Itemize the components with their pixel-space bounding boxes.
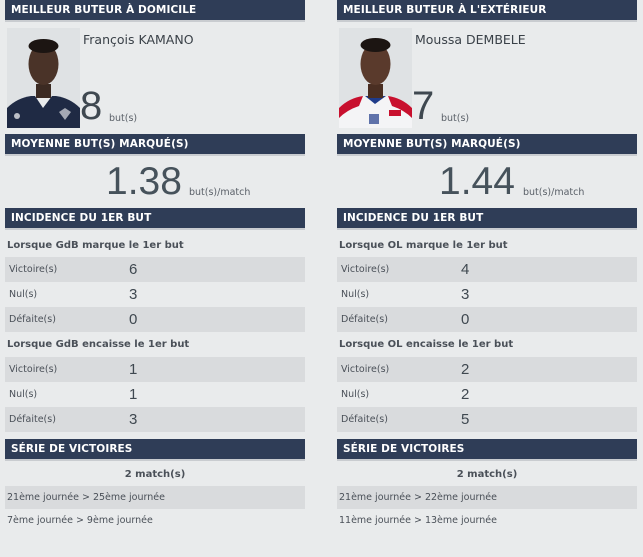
home-avg-header: MOYENNE BUT(S) MARQUÉ(S)	[5, 134, 305, 156]
table-row: Défaite(s) 0	[337, 307, 637, 332]
away-goals-value: 7	[412, 84, 435, 128]
row-value: 6	[129, 261, 138, 278]
away-top-scorer-header: MEILLEUR BUTEUR À L'EXTÉRIEUR	[337, 0, 637, 22]
row-label: Victoire(s)	[341, 364, 390, 375]
table-row: Victoire(s) 2	[337, 357, 637, 382]
row-value: 1	[129, 361, 138, 378]
table-row: Nul(s) 1	[5, 382, 305, 407]
row-value: 2	[461, 386, 470, 403]
away-team-column: MEILLEUR BUTEUR À L'EXTÉRIEUR Moussa DEM…	[337, 0, 637, 532]
home-goals-value: 8	[80, 84, 103, 128]
home-concedes-first-label: Lorsque GdB encaisse le 1er but	[7, 339, 190, 350]
home-top-scorer-header: MEILLEUR BUTEUR À DOMICILE	[5, 0, 305, 22]
away-series-header: SÉRIE DE VICTOIRES	[337, 439, 637, 461]
row-label: Défaite(s)	[341, 414, 388, 425]
row-label: Défaite(s)	[9, 414, 56, 425]
row-label: Nul(s)	[9, 289, 38, 300]
list-item: 7ème journée > 9ème journée	[7, 515, 153, 526]
table-row: Victoire(s) 4	[337, 257, 637, 282]
away-avg-value: 1.44	[439, 160, 515, 203]
home-scores-first-label: Lorsque GdB marque le 1er but	[7, 240, 184, 251]
row-value: 4	[461, 261, 470, 278]
row-label: Nul(s)	[341, 389, 370, 400]
away-concedes-first-label: Lorsque OL encaisse le 1er but	[339, 339, 514, 350]
away-player-name[interactable]: Moussa DEMBELE	[415, 32, 526, 47]
list-item: 11ème journée > 13ème journée	[339, 515, 497, 526]
row-value: 2	[461, 361, 470, 378]
home-avg-unit: but(s)/match	[189, 187, 251, 198]
table-row: Nul(s) 3	[5, 282, 305, 307]
list-item: 21ème journée > 22ème journée	[337, 486, 637, 509]
row-value: 1	[129, 386, 138, 403]
home-incidence-header: INCIDENCE DU 1ER BUT	[5, 208, 305, 230]
table-row: Défaite(s) 3	[5, 407, 305, 432]
home-goals-unit: but(s)	[109, 113, 138, 124]
table-row: Victoire(s) 6	[5, 257, 305, 282]
home-team-column: MEILLEUR BUTEUR À DOMICILE François KAMA…	[5, 0, 305, 532]
home-player-photo	[7, 28, 80, 128]
table-row: Victoire(s) 1	[5, 357, 305, 382]
home-top-scorer-card: François KAMANO 8 but(s)	[5, 28, 305, 134]
row-label: Défaite(s)	[9, 314, 56, 325]
away-scores-first-label: Lorsque OL marque le 1er but	[339, 240, 508, 251]
row-label: Victoire(s)	[9, 364, 58, 375]
table-row: Défaite(s) 5	[337, 407, 637, 432]
row-value: 0	[129, 311, 138, 328]
row-value: 0	[461, 311, 470, 328]
away-avg-header: MOYENNE BUT(S) MARQUÉ(S)	[337, 134, 637, 156]
away-top-scorer-card: Moussa DEMBELE 7 but(s)	[337, 28, 637, 134]
home-series-count: 2 match(s)	[124, 469, 186, 480]
row-label: Victoire(s)	[9, 264, 58, 275]
away-avg-unit: but(s)/match	[523, 187, 585, 198]
list-item: 21ème journée > 25ème journée	[5, 486, 305, 509]
table-row: Défaite(s) 0	[5, 307, 305, 332]
row-value: 3	[461, 286, 470, 303]
home-avg-value: 1.38	[106, 160, 182, 203]
row-label: Défaite(s)	[341, 314, 388, 325]
table-row: Nul(s) 2	[337, 382, 637, 407]
home-series-header: SÉRIE DE VICTOIRES	[5, 439, 305, 461]
row-value: 3	[129, 411, 138, 428]
row-label: Nul(s)	[9, 389, 38, 400]
row-label: Nul(s)	[341, 289, 370, 300]
away-avg-box: 1.44 but(s)/match	[337, 156, 637, 208]
row-value: 5	[461, 411, 470, 428]
row-label: Victoire(s)	[341, 264, 390, 275]
table-row: Nul(s) 3	[337, 282, 637, 307]
home-player-name[interactable]: François KAMANO	[83, 32, 194, 47]
home-avg-box: 1.38 but(s)/match	[5, 156, 305, 208]
row-value: 3	[129, 286, 138, 303]
away-series-count: 2 match(s)	[456, 469, 518, 480]
away-incidence-header: INCIDENCE DU 1ER BUT	[337, 208, 637, 230]
away-goals-unit: but(s)	[441, 113, 470, 124]
away-player-photo	[339, 28, 412, 128]
